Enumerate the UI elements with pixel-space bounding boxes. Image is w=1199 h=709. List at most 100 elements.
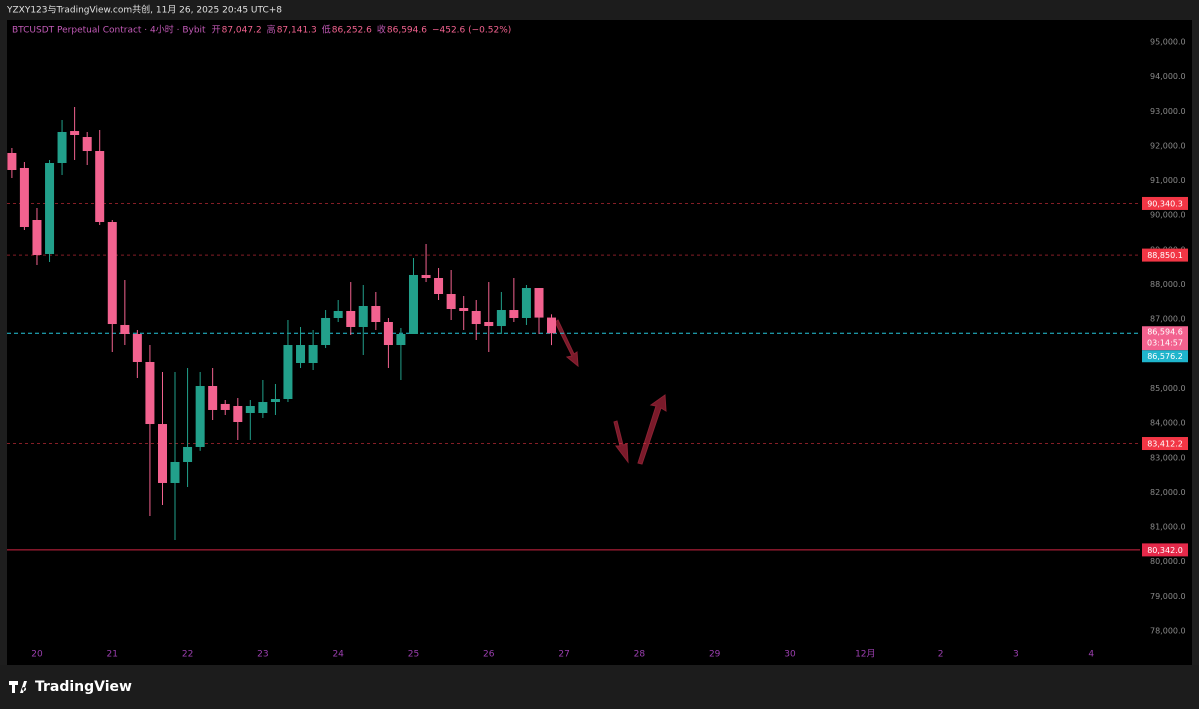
price-label-box [1142,248,1188,262]
legend-label: 低 [322,24,331,36]
candle-body [208,386,218,410]
candle-body [32,219,42,255]
y-tick-label: 88,000.0 [1150,280,1186,289]
legend-label: 高 [267,24,276,36]
price-label-box [1142,196,1188,210]
candle-body [459,308,469,311]
drawing-arrows [554,319,667,465]
brand-name: TradingView [35,679,132,695]
y-tick-label: 83,000.0 [1150,453,1186,462]
x-tick-label: 26 [483,650,495,660]
header-bar [0,0,1199,20]
candle-body [120,324,130,334]
candle-body [358,305,368,327]
footer-bar [0,665,1199,709]
candle-body [421,274,431,278]
candle-body [396,333,406,346]
y-tick-label: 80,000.0 [1150,557,1186,566]
candle-body [296,345,306,363]
candle-body [446,294,456,310]
candle-body [95,151,105,223]
candle-body [471,310,481,325]
candle-body [19,167,29,227]
candle-body [195,386,205,447]
candle-body [45,162,55,254]
legend-value: 87,047.2 [222,26,262,36]
x-tick-label: 25 [408,650,419,660]
candle-body [521,288,531,318]
candle-body [408,274,418,334]
candle-body [57,131,67,163]
header-text: YZXY123与TradingView.com共创, 11月 26, 2025 … [6,4,282,16]
y-tick-label: 93,000.0 [1150,107,1186,116]
y-tick-label: 78,000.0 [1150,627,1186,636]
candle-body [7,152,17,170]
legend: BTCUSDT Perpetual Contract · 4小时 · Bybit… [12,24,511,36]
x-tick-label: 20 [31,650,43,660]
x-tick-label: 4 [1088,650,1094,660]
candle-body [183,446,193,462]
bid-price-box [1142,350,1188,363]
candle-body [270,398,280,403]
candle-body [107,222,117,325]
candle-body [283,345,293,399]
candle-body [484,322,494,327]
price-label-box [1142,543,1188,557]
candle-body [434,278,444,295]
y-tick-label: 92,000.0 [1150,141,1186,150]
legend-symbol: BTCUSDT Perpetual Contract · 4小时 · Bybit [12,24,206,36]
legend-value: 87,141.3 [277,26,317,36]
y-tick-label: 85,000.0 [1150,384,1186,393]
y-tick-label: 84,000.0 [1150,419,1186,428]
candle-body [170,461,180,483]
candle-body [258,402,268,413]
x-tick-label: 12月 [855,649,875,660]
countdown-label: 03:14:57 [1147,339,1183,348]
y-tick-label: 82,000.0 [1150,488,1186,497]
legend-value: 86,252.6 [332,26,372,36]
legend-value: 86,594.6 [387,26,427,36]
candle-body [220,403,230,410]
x-tick-label: 23 [257,650,268,660]
candle-body [496,310,506,327]
x-tick-label: 21 [107,650,118,660]
candle-body [82,137,92,152]
y-tick-label: 95,000.0 [1150,38,1186,47]
last-price-box [1142,326,1188,351]
x-tick-label: 22 [182,650,193,660]
candle-body [509,310,519,318]
candle-body [321,317,331,346]
price-label-box [1142,437,1188,451]
candle-body [383,322,393,346]
last-price-label: 86,594.6 [1147,328,1183,337]
legend-label: 开 [212,25,221,36]
x-tick-label: 29 [709,650,721,660]
x-tick-label: 28 [634,650,646,660]
y-tick-label: 94,000.0 [1150,72,1186,81]
plot-area [7,20,1192,665]
x-tick-label: 3 [1013,650,1019,660]
candle-body [132,333,142,362]
candle-body [371,305,381,323]
price-label: 90,340.3 [1147,199,1183,208]
y-tick-label: 79,000.0 [1150,592,1186,601]
candle-body [145,361,155,425]
y-tick-label: 91,000.0 [1150,176,1186,185]
bid-price-label: 86,576.2 [1147,352,1183,361]
y-tick-label: 90,000.0 [1150,211,1186,220]
candle-body [70,131,80,136]
candle-body [547,317,557,334]
brand-logo [9,681,27,693]
price-label: 80,342.0 [1147,546,1183,555]
y-tick-label: 87,000.0 [1150,315,1186,324]
candle-body [245,405,255,413]
candle-body [333,310,343,318]
candle-body [346,310,356,327]
price-label: 88,850.1 [1147,251,1183,260]
x-tick-label: 24 [332,650,344,660]
candle-body [534,288,544,318]
legend-change: −452.6 (−0.52%) [432,26,511,36]
candle-body [233,405,243,423]
